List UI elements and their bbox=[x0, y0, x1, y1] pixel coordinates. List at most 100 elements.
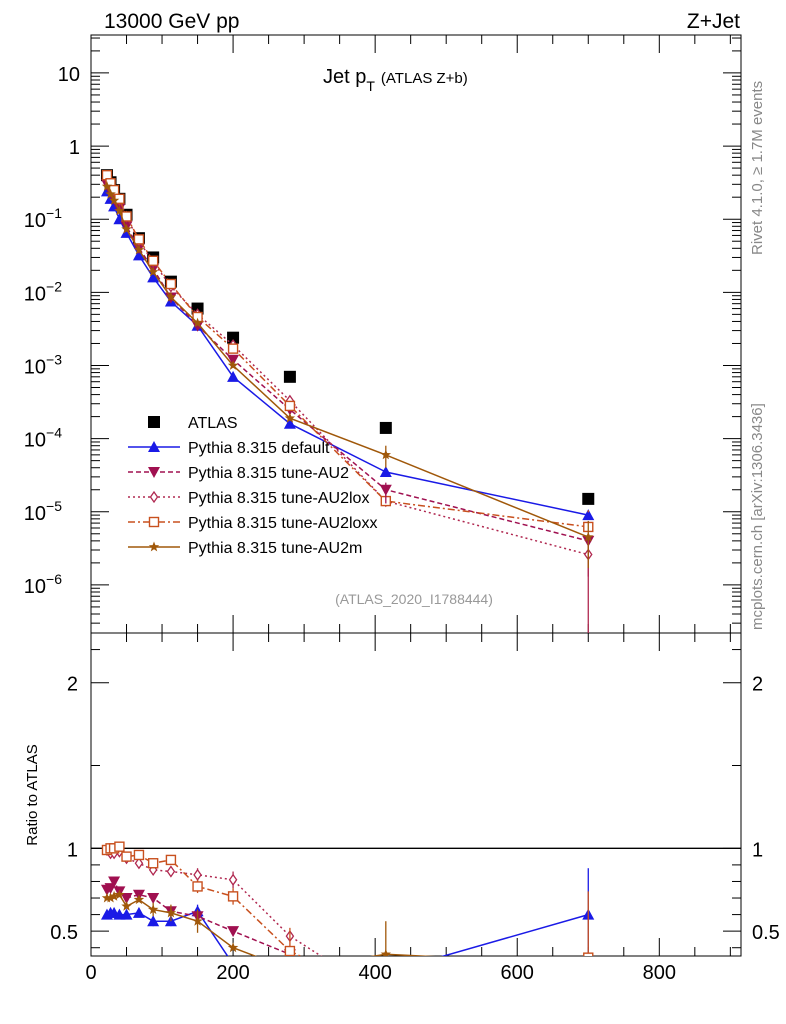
ratio-point-AU2loxx bbox=[165, 854, 177, 866]
legend-marker-ATLAS bbox=[148, 416, 160, 428]
main-axes: 10 1 10−1 10−2 10−3 10−4 10−5 10−6 bbox=[24, 35, 741, 633]
legend-marker-AU2loxx bbox=[148, 516, 160, 528]
header-right: Z+Jet bbox=[687, 10, 740, 33]
point-AU2m bbox=[114, 205, 125, 216]
point-AU2m bbox=[108, 195, 120, 205]
legend-marker-AU2lox bbox=[149, 490, 159, 504]
legend-entry-AU2: Pythia 8.315 tune-AU2 bbox=[128, 465, 349, 482]
ratio-point-AU2m bbox=[108, 890, 120, 901]
legend-label-default: Pythia 8.315 default bbox=[188, 440, 330, 457]
header-left: 13000 GeV pp bbox=[104, 10, 239, 33]
point-ATLAS bbox=[227, 331, 240, 344]
ytick-label: 10 bbox=[58, 64, 80, 86]
ratio-point-AU2m bbox=[114, 889, 125, 900]
legend-entry-AU2lox: Pythia 8.315 tune-AU2lox bbox=[128, 490, 369, 507]
point-default bbox=[283, 417, 296, 429]
plot-title-main: Jet p bbox=[323, 66, 366, 88]
legend-marker-AU2 bbox=[148, 467, 160, 478]
ratio-point-AU2 bbox=[582, 964, 594, 975]
ratio-point-AU2lox bbox=[382, 992, 389, 1002]
point-default bbox=[227, 370, 240, 382]
ratio-point-AU2loxx bbox=[192, 881, 203, 892]
point-default bbox=[379, 465, 392, 477]
plot-title: Jet pT (ATLAS Z+b) bbox=[323, 66, 468, 94]
ratio-ytick-label-right: 1 bbox=[752, 839, 763, 861]
ratio-point-AU2loxx bbox=[227, 891, 239, 902]
ratio-point-AU2m bbox=[121, 900, 132, 911]
point-ATLAS bbox=[582, 492, 595, 505]
ratio-point-AU2loxx bbox=[114, 841, 125, 852]
plot-title-note: (ATLAS Z+b) bbox=[381, 70, 468, 87]
ratio-point-default bbox=[120, 908, 133, 920]
series-default bbox=[100, 185, 595, 521]
ratio-line-AU2m bbox=[107, 893, 436, 956]
point-AU2loxx bbox=[165, 278, 177, 290]
ytick-label: 10−4 bbox=[24, 425, 62, 452]
main-series bbox=[100, 169, 595, 633]
ratio-point-AU2loxx bbox=[133, 849, 145, 861]
ratio-point-AU2m bbox=[227, 942, 239, 953]
point-AU2m bbox=[105, 188, 116, 199]
xtick-label: 600 bbox=[501, 962, 534, 984]
legend-label-AU2lox: Pythia 8.315 tune-AU2lox bbox=[188, 490, 369, 507]
ratio-point-AU2loxx bbox=[381, 993, 390, 1002]
ratio-point-AU2 bbox=[227, 926, 240, 938]
ratio-point-AU2lox bbox=[228, 873, 238, 886]
point-AU2 bbox=[191, 320, 204, 332]
ytick-label: 10−5 bbox=[24, 498, 62, 525]
xtick-label: 0 bbox=[85, 962, 96, 984]
rivet-label: Rivet 4.1.0, ≥ 1.7M events bbox=[749, 81, 766, 255]
series-ATLAS bbox=[100, 169, 595, 505]
ratio-point-AU2lox bbox=[166, 865, 176, 878]
ytick-label: 10−2 bbox=[24, 278, 62, 305]
ratio-point-AU2 bbox=[108, 876, 121, 888]
ytick-label: 10−6 bbox=[24, 571, 62, 598]
ratio-point-AU2m bbox=[133, 894, 145, 905]
xtick-label: 200 bbox=[216, 962, 249, 984]
point-AU2m bbox=[133, 244, 145, 255]
ratio-point-AU2m bbox=[285, 964, 295, 974]
ytick-label: 1 bbox=[69, 137, 80, 159]
ratio-point-AU2lox bbox=[585, 981, 592, 991]
ratio-point-AU2m bbox=[583, 959, 594, 969]
ratio-ytick-label-right: 0.5 bbox=[752, 922, 780, 944]
ratio-ytick-label-right: 2 bbox=[752, 674, 763, 696]
xtick-label: 800 bbox=[643, 962, 676, 984]
point-default bbox=[132, 249, 145, 261]
ratio-point-AU2m bbox=[192, 915, 203, 926]
series-AU2m bbox=[101, 181, 594, 542]
legend: ATLAS Pythia 8.315 default Pythia 8.315 tu… bbox=[128, 415, 377, 557]
ratio-point-AU2 bbox=[380, 986, 392, 997]
point-AU2m bbox=[147, 266, 159, 277]
ratio-point-AU2lox bbox=[193, 868, 202, 881]
legend-label-AU2m: Pythia 8.315 tune-AU2m bbox=[188, 540, 362, 557]
ratio-series-AU2m bbox=[101, 889, 594, 974]
legend-entry-default: Pythia 8.315 default bbox=[128, 440, 330, 457]
plot-title-sub: T bbox=[366, 78, 375, 94]
ratio-ytick-label: 2 bbox=[67, 674, 78, 696]
ratio-point-AU2m bbox=[380, 948, 391, 956]
point-AU2m bbox=[227, 360, 239, 370]
ratio-point-AU2loxx bbox=[284, 945, 296, 956]
point-AU2m bbox=[121, 223, 132, 234]
point-ATLAS bbox=[283, 370, 296, 383]
ytick-label: 10−1 bbox=[24, 205, 62, 232]
legend-label-ATLAS: ATLAS bbox=[188, 415, 238, 432]
legend-entry-AU2loxx: Pythia 8.315 tune-AU2loxx bbox=[128, 515, 377, 532]
ratio-panel-frame bbox=[90, 632, 742, 957]
point-AU2m bbox=[165, 291, 177, 302]
ratio-point-AU2loxx bbox=[147, 858, 159, 869]
point-default bbox=[582, 509, 595, 521]
point-AU2m bbox=[192, 317, 203, 328]
series-line-AU2 bbox=[106, 183, 589, 542]
ytick-label: 10−3 bbox=[24, 351, 62, 378]
ratio-point-AU2m bbox=[165, 907, 177, 918]
point-AU2m bbox=[284, 412, 296, 423]
legend-entry-ATLAS: ATLAS bbox=[148, 415, 238, 432]
ratio-point-default bbox=[284, 970, 296, 981]
mcplots-label: mcplots.cern.ch [arXiv:1306.3436] bbox=[749, 403, 766, 630]
ratio-point-AU2 bbox=[120, 893, 133, 905]
ratio-point-AU2loxx bbox=[583, 952, 594, 956]
ratio-ylabel: Ratio to ATLAS bbox=[24, 744, 41, 845]
